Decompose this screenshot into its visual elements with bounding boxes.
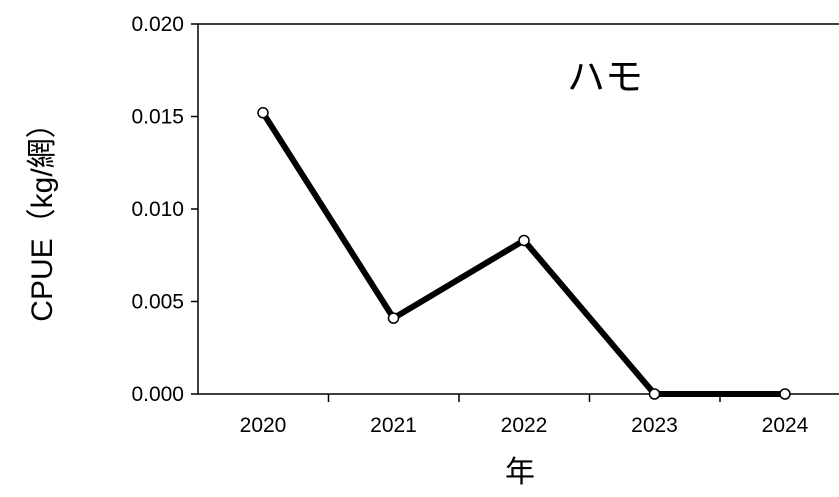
y-tick-label: 0.010 [131,198,184,221]
x-tick-label: 2023 [631,414,678,437]
data-point [779,388,791,400]
y-tick-label: 0.015 [131,106,184,129]
x-axis-ticks: 2020 2021 2022 2023 2024 [240,394,809,437]
data-point [518,234,530,247]
x-tick-label: 2022 [501,414,548,437]
x-axis-title: 年 [505,456,535,489]
series-line [260,109,788,397]
y-axis-title: CPUE（kg/網） [26,108,59,321]
data-point [257,107,269,119]
y-tick-label: 0.020 [131,13,184,36]
y-tick-label: 0.000 [131,383,184,406]
y-tick-label: 0.005 [131,291,184,314]
chart-title: ハモ [567,55,643,99]
x-tick-label: 2021 [370,414,417,437]
y-axis-ticks: 0.000 0.005 0.010 0.015 0.020 [131,13,198,406]
series-layer [257,107,791,400]
data-point [387,312,400,324]
x-tick-label: 2020 [240,414,287,437]
data-point [648,388,661,400]
x-tick-label: 2024 [762,414,809,437]
plot-frame [197,23,839,395]
